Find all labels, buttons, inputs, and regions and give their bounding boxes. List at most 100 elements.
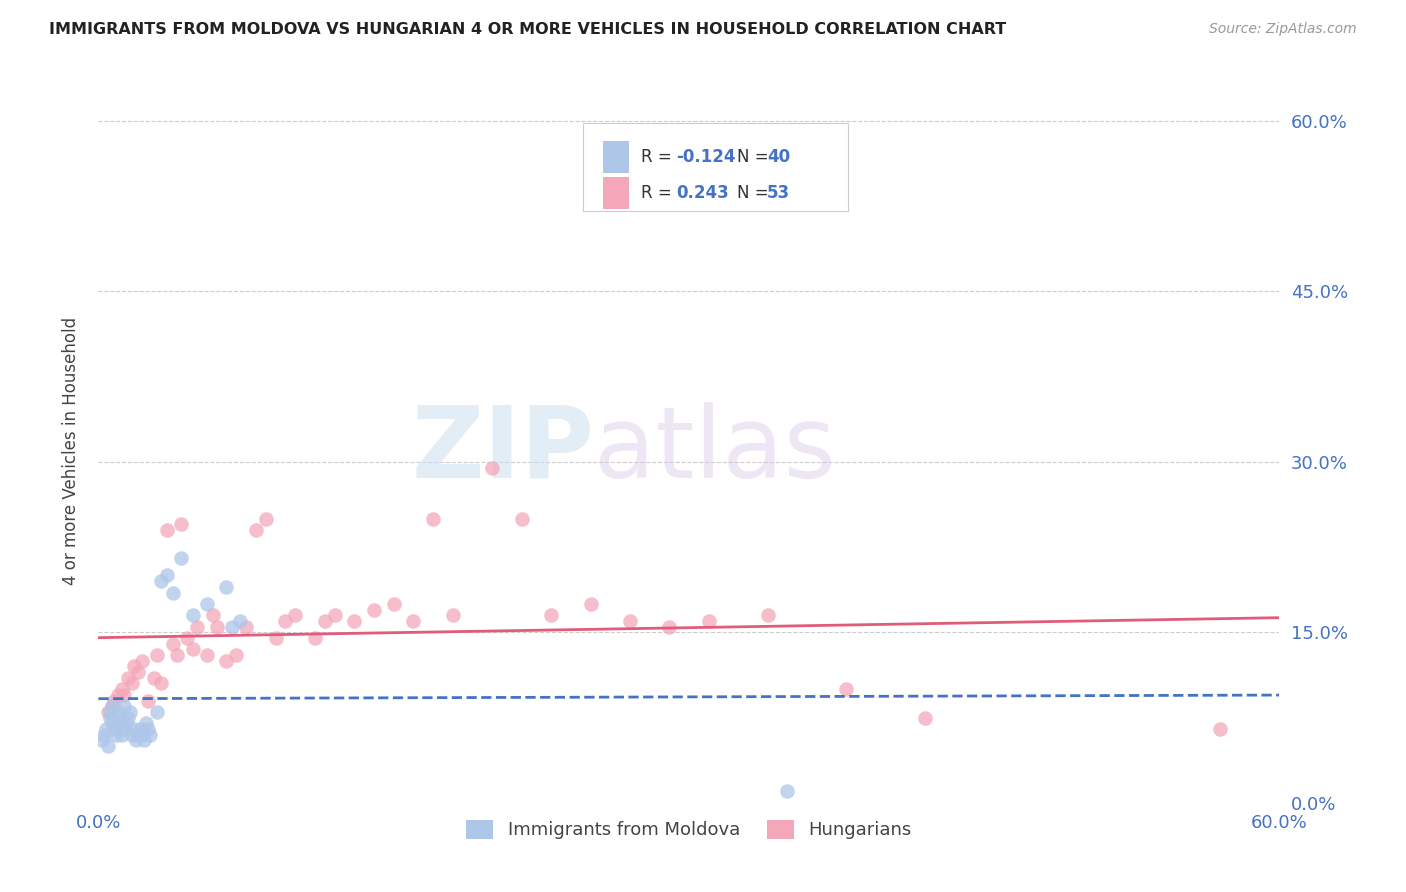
Point [776, 784, 799, 798]
Text: N =: N = [737, 148, 775, 166]
Text: ZIP: ZIP [412, 402, 595, 499]
Text: -0.124: -0.124 [676, 148, 735, 166]
Text: N =: N = [737, 184, 775, 202]
Point [181, 608, 204, 623]
Point [579, 597, 602, 611]
Text: atlas: atlas [595, 402, 837, 499]
Point [107, 688, 129, 702]
Point [91, 733, 114, 747]
Point [284, 608, 307, 623]
Point [304, 631, 326, 645]
Point [156, 568, 179, 582]
Point [343, 614, 366, 628]
Point [162, 637, 184, 651]
Point [111, 682, 134, 697]
Point [205, 619, 228, 633]
Point [96, 722, 118, 736]
Point [122, 659, 145, 673]
Point [105, 728, 128, 742]
Point [135, 716, 157, 731]
Point [138, 728, 160, 742]
Point [111, 728, 134, 742]
Point [264, 631, 287, 645]
Point [150, 676, 173, 690]
Point [146, 705, 169, 719]
Point [229, 614, 252, 628]
Point [215, 654, 238, 668]
Point [107, 705, 129, 719]
Point [245, 523, 267, 537]
Point [103, 693, 125, 707]
Point [162, 585, 184, 599]
Point [225, 648, 247, 662]
Point [235, 619, 257, 633]
Point [363, 602, 385, 616]
Point [186, 619, 208, 633]
Y-axis label: 4 or more Vehicles in Household: 4 or more Vehicles in Household [62, 317, 80, 584]
Point [132, 733, 155, 747]
Point [101, 699, 124, 714]
Point [142, 671, 165, 685]
Point [107, 710, 129, 724]
Point [118, 705, 141, 719]
Point [117, 671, 139, 685]
Point [697, 614, 720, 628]
Point [98, 710, 121, 724]
Point [756, 608, 779, 623]
Point [103, 722, 125, 736]
Point [115, 716, 138, 731]
Point [97, 705, 120, 719]
Point [181, 642, 204, 657]
Point [117, 710, 139, 724]
Point [441, 608, 464, 623]
Point [112, 699, 135, 714]
Point [125, 733, 148, 747]
Point [540, 608, 562, 623]
Point [221, 619, 243, 633]
Point [131, 654, 153, 668]
Point [195, 648, 218, 662]
Point [108, 716, 131, 731]
Point [131, 728, 153, 742]
Text: 0.243: 0.243 [676, 184, 728, 202]
Point [658, 619, 681, 633]
Point [101, 716, 124, 731]
Point [136, 722, 159, 736]
Point [97, 739, 120, 753]
Point [274, 614, 297, 628]
Point [402, 614, 425, 628]
Point [127, 665, 149, 679]
Point [382, 597, 405, 611]
Point [422, 511, 444, 525]
Point [146, 648, 169, 662]
Point [201, 608, 224, 623]
Text: IMMIGRANTS FROM MOLDOVA VS HUNGARIAN 4 OR MORE VEHICLES IN HOUSEHOLD CORRELATION: IMMIGRANTS FROM MOLDOVA VS HUNGARIAN 4 O… [49, 22, 1007, 37]
Point [619, 614, 641, 628]
Point [121, 676, 143, 690]
Bar [603, 141, 628, 173]
Point [112, 722, 135, 736]
Point [254, 511, 277, 525]
Point [156, 523, 179, 537]
Point [98, 705, 121, 719]
Point [195, 597, 218, 611]
Point [166, 648, 188, 662]
Point [122, 722, 145, 736]
Point [1209, 722, 1232, 736]
Text: 40: 40 [766, 148, 790, 166]
Point [215, 580, 238, 594]
Point [150, 574, 173, 589]
Point [170, 551, 193, 566]
Point [93, 728, 115, 742]
Point [101, 699, 124, 714]
Point [481, 460, 503, 475]
Text: Source: ZipAtlas.com: Source: ZipAtlas.com [1209, 22, 1357, 37]
FancyBboxPatch shape [582, 123, 848, 211]
Point [510, 511, 533, 525]
Point [127, 728, 149, 742]
Point [835, 682, 858, 697]
Point [170, 517, 193, 532]
Bar [603, 177, 628, 209]
Point [914, 710, 936, 724]
Text: R =: R = [641, 148, 676, 166]
